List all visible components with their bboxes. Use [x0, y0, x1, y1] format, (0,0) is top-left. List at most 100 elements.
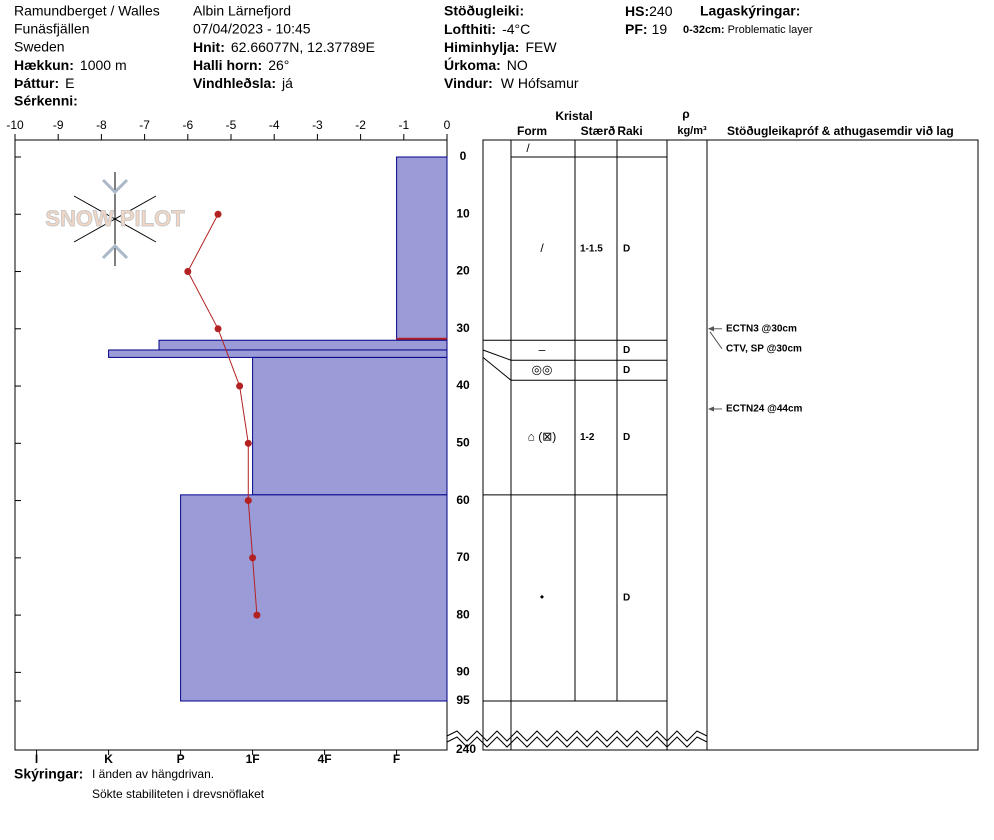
note-line: I änden av hängdrivan.: [92, 767, 214, 781]
temperature-point: [184, 268, 192, 276]
layer-connector: [482, 349, 512, 361]
label: Úrkoma:: [444, 56, 501, 73]
sky: Himinhylja: FEW: [444, 39, 557, 55]
hardness-bar: [158, 339, 448, 351]
table-frame: [482, 139, 979, 751]
value: FEW: [525, 39, 557, 55]
moisture: D: [623, 345, 630, 356]
layer-note: 0-32cm: Problematic layer: [683, 24, 813, 36]
y-tick-label: 30: [456, 321, 470, 335]
label: Hækkun:: [14, 57, 74, 73]
col-comments: Stöðugleikapróf & athugasemdir við lag: [727, 124, 954, 138]
label: HS:: [625, 3, 649, 19]
value: NO: [507, 57, 528, 73]
col-moisture: Raki: [617, 124, 642, 138]
temperature-point: [244, 439, 252, 447]
label: Himinhylja:: [444, 39, 519, 55]
precip: Úrkoma: NO: [444, 56, 528, 73]
hardness-tick-label: 4F: [318, 752, 332, 766]
value: W Hófsamur: [501, 75, 579, 91]
logo: [73, 172, 157, 266]
temperature-point: [236, 382, 244, 390]
datetime: 07/04/2023 - 10:45: [193, 21, 311, 37]
test-label: CTV, SP @30cm: [726, 343, 802, 354]
surface-form: /: [526, 141, 530, 155]
x-tick-label: -8: [96, 118, 107, 132]
layer-notes-label: Lagaskýringar:: [700, 3, 800, 19]
temperature-point: [249, 554, 257, 562]
label: Þáttur:: [14, 75, 59, 91]
label: Halli horn:: [193, 57, 262, 73]
value: 62.66077N, 12.37789E: [231, 39, 375, 55]
y-tick-label: 70: [456, 550, 470, 564]
temperature-point: [214, 210, 222, 218]
hardness-tick-label: P: [177, 752, 185, 766]
slope: Halli horn: 26°: [193, 57, 289, 73]
hardness-bar: [180, 494, 448, 702]
wind: Vindur: W Hófsamur: [444, 75, 579, 91]
aspect: Þáttur: E: [14, 75, 74, 91]
x-tick-label: 0: [444, 118, 451, 132]
grain-form: –: [539, 342, 546, 356]
elevation: Hækkun: 1000 m: [14, 57, 127, 73]
grain-form: /: [540, 241, 544, 255]
value: 26°: [268, 57, 289, 73]
y-tick-label: 0: [460, 149, 467, 163]
moisture: D: [623, 593, 630, 604]
moisture: D: [623, 243, 630, 254]
col-size: Stærð: [581, 124, 616, 138]
y-break-label: 240: [456, 742, 476, 756]
hardness-tick-label: 1F: [246, 752, 260, 766]
label: PF:: [625, 21, 648, 37]
note: Problematic layer: [728, 24, 813, 36]
hardness-tick-label: F: [393, 752, 400, 766]
value: 19: [652, 21, 668, 37]
value: 240: [649, 3, 673, 19]
temperature-point: [244, 497, 252, 505]
label: Vindur:: [444, 75, 493, 91]
hardness-tick-label: K: [104, 752, 113, 766]
value: já: [281, 75, 293, 91]
label: Lofthiti:: [444, 21, 496, 37]
x-tick-label: -3: [312, 118, 323, 132]
y-tick-label: 10: [456, 206, 470, 220]
test-arrow: [708, 326, 714, 332]
hardness-bar: [396, 156, 448, 341]
col-form: Form: [517, 124, 547, 138]
axis-break: [446, 730, 708, 748]
x-tick-label: -4: [269, 118, 280, 132]
x-tick-label: -7: [139, 118, 150, 132]
region: Funäsfjällen: [14, 21, 90, 37]
hardness-bar: [108, 349, 448, 358]
moisture: D: [623, 365, 630, 376]
grain-size: 1-1.5: [580, 243, 603, 254]
location: Ramundberget / Walles: [14, 3, 160, 19]
features-label: Sérkenni:: [14, 93, 78, 109]
x-tick-label: -1: [398, 118, 409, 132]
y-tick-label: 80: [456, 607, 470, 621]
y-tick-label: 90: [456, 665, 470, 679]
col-crystal: Kristal: [555, 109, 592, 123]
col-density: ρ: [682, 107, 689, 121]
moisture: D: [623, 432, 630, 443]
grain-form: ⌂ (⊠): [528, 430, 557, 444]
wind-loading: Vindhleðsla: já: [193, 75, 293, 91]
y-tick-label: 50: [456, 435, 470, 449]
x-tick-label: -6: [182, 118, 193, 132]
test-leader: [709, 331, 723, 350]
notes-label: Skýringar:: [14, 766, 83, 782]
test-label: ECTN3 @30cm: [726, 323, 797, 334]
y-tick-label: 60: [456, 493, 470, 507]
hs: HS:240: [625, 3, 673, 19]
x-tick-label: -2: [355, 118, 366, 132]
y-tick-label: 20: [456, 264, 470, 278]
temperature-line: [187, 214, 258, 616]
label: Hnit:: [193, 39, 225, 55]
temperature-point: [253, 611, 261, 619]
stability-label: Stöðugleiki:: [444, 3, 524, 19]
layer-connector: [482, 357, 512, 381]
hardness-tick-label: I: [35, 752, 38, 766]
value: E: [65, 75, 74, 91]
